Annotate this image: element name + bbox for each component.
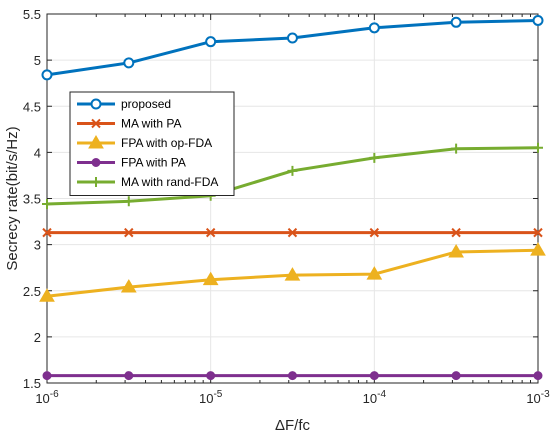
- x-tick-label: 10-6: [35, 389, 59, 406]
- series-3: [42, 371, 543, 381]
- legend-entry: MA with rand-FDA: [77, 175, 218, 189]
- y-tick-label: 5: [34, 53, 41, 68]
- data-point: [205, 227, 216, 238]
- y-tick-label: 2.5: [23, 284, 41, 299]
- y-tick-label: 1.5: [23, 376, 41, 391]
- y-tick-label: 5.5: [23, 7, 41, 22]
- legend-entry: proposed: [77, 97, 171, 111]
- legend-marker: [91, 118, 101, 129]
- data-point: [366, 266, 383, 280]
- data-point: [451, 371, 461, 381]
- y-tick-label: 2: [34, 330, 41, 345]
- legend-entry: FPA with op-FDA: [77, 135, 212, 150]
- data-point: [369, 371, 379, 381]
- legend-label: FPA with op-FDA: [121, 136, 212, 150]
- legend-marker: [91, 158, 101, 167]
- y-tick-label: 3: [34, 238, 41, 253]
- plot-area: 1.5 2 2.5 3 3.5 4 4.5 5 5.5 10-6 10-5 10-4 10-3: [23, 7, 550, 406]
- data-point: [42, 227, 52, 238]
- data-point: [124, 371, 134, 381]
- legend-marker: [91, 177, 101, 187]
- data-point: [369, 152, 380, 163]
- legend-entry: FPA with PA: [77, 156, 186, 170]
- legend-label: proposed: [121, 97, 171, 111]
- series-2: [39, 242, 546, 302]
- data-point: [123, 57, 135, 69]
- data-point: [124, 227, 134, 238]
- data-point: [123, 196, 134, 207]
- data-point: [448, 244, 464, 258]
- legend-entry: MA with PA: [77, 117, 181, 131]
- data-point: [533, 227, 543, 238]
- data-point: [533, 142, 543, 153]
- y-tick-label: 3.5: [23, 192, 41, 207]
- x-tick-label: 10-3: [526, 389, 550, 406]
- data-point: [451, 143, 462, 154]
- data-point: [202, 271, 219, 286]
- data-point: [450, 16, 462, 28]
- data-point: [42, 199, 52, 210]
- data-point: [39, 288, 55, 302]
- data-point: [530, 242, 546, 256]
- data-point: [532, 14, 544, 26]
- data-point: [369, 227, 380, 238]
- data-point: [287, 227, 298, 238]
- data-point: [205, 36, 217, 48]
- legend-marker: [88, 135, 104, 149]
- data-point: [120, 279, 137, 293]
- data-point: [41, 69, 53, 81]
- legend-label: MA with PA: [121, 117, 181, 131]
- data-point: [451, 227, 461, 238]
- series-0: [41, 14, 544, 81]
- data-point: [286, 32, 298, 44]
- data-point: [533, 371, 543, 381]
- series-1: [42, 227, 543, 238]
- legend-label: FPA with PA: [121, 156, 186, 170]
- legend-marker: [90, 98, 102, 110]
- y-tick-label: 4: [34, 145, 41, 160]
- data-point: [42, 371, 52, 381]
- data-point: [284, 267, 301, 281]
- data-point: [368, 22, 380, 34]
- x-tick-label: 10-5: [199, 389, 223, 406]
- legend: proposed MA with PA FPA with op-FDA FPA wit…: [69, 91, 235, 196]
- x-tick-label: 10-4: [363, 389, 387, 406]
- y-tick-label: 4.5: [23, 99, 41, 114]
- data-point: [287, 165, 298, 176]
- data-point: [287, 371, 297, 381]
- x-axis-label: ΔF/fc: [275, 417, 311, 434]
- y-axis-label: Secrecy rate(bit/s/Hz): [4, 126, 21, 270]
- data-point: [206, 371, 216, 381]
- legend-label: MA with rand-FDA: [121, 175, 218, 189]
- series-4: [42, 142, 543, 210]
